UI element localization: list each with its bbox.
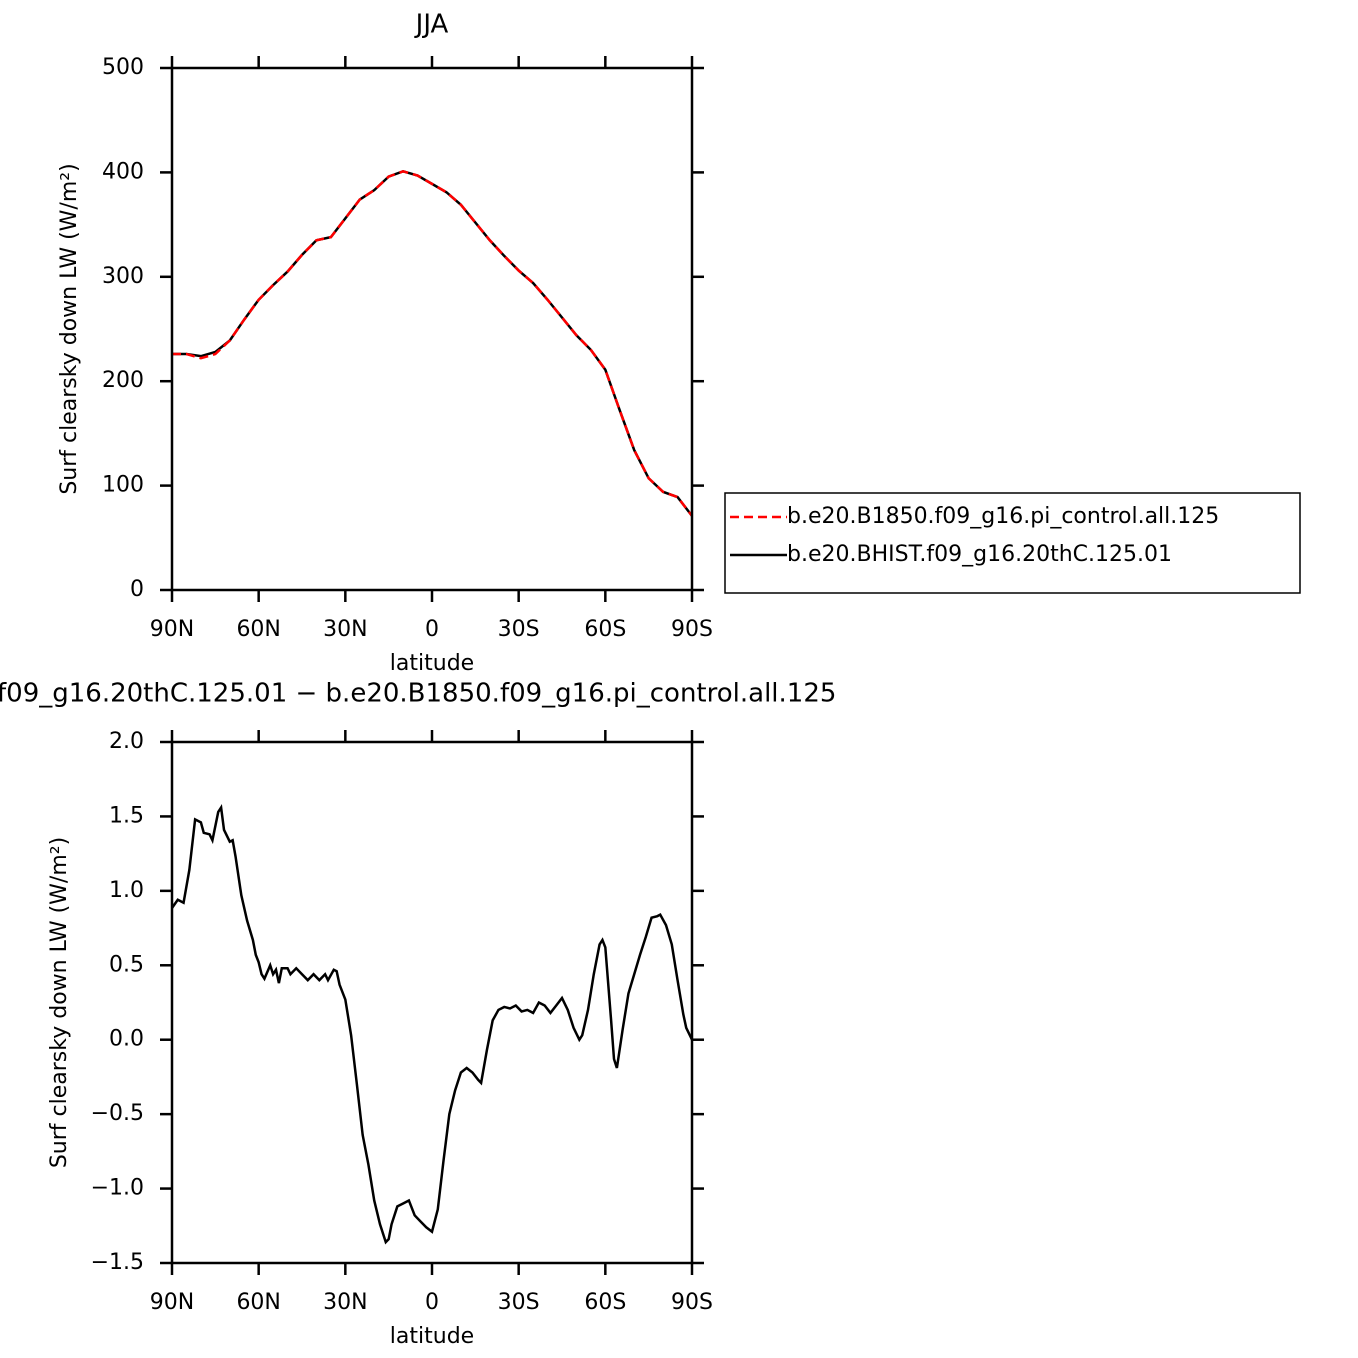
y-axis-label: Surf clearsky down LW (W/m²) [57,163,82,494]
y-tick-label: −0.5 [91,1101,144,1126]
legend-label: b.e20.B1850.f09_g16.pi_control.all.125 [787,504,1219,529]
y-tick-label: 0 [130,577,144,602]
y-tick-label: 200 [102,368,144,393]
plot-frame [170,740,694,1265]
x-tick-label: 30N [323,617,367,642]
chart-title: JJA [414,10,449,40]
x-tick-label: 90N [150,617,194,642]
y-tick-label: 500 [102,55,144,80]
x-tick-label: 90S [671,1290,713,1315]
data-line [172,170,693,517]
y-tick-label: −1.0 [91,1176,144,1201]
x-tick-label: 30S [498,617,540,642]
x-tick-label: 60S [584,617,626,642]
y-tick-label: 100 [102,473,144,498]
x-tick-label: 60S [584,1290,626,1315]
chart-title: f09_g16.20thC.125.01 − b.e20.B1850.f09_g… [0,679,836,709]
y-axis-label: Surf clearsky down LW (W/m²) [47,837,72,1168]
legend-label: b.e20.BHIST.f09_g16.20thC.125.01 [787,542,1172,567]
x-tick-label: 0 [425,617,439,642]
x-tick-label: 60N [236,1290,280,1315]
y-tick-label: 0.0 [109,1027,144,1052]
y-tick-label: 400 [102,159,144,184]
x-axis-label: latitude [390,651,474,676]
y-tick-label: 1.5 [109,803,144,828]
x-tick-label: 90N [150,1290,194,1315]
plot-frame [170,66,694,592]
y-tick-label: −1.5 [91,1250,144,1275]
data-line [170,803,694,1245]
x-tick-label: 30S [498,1290,540,1315]
legend-box [724,492,1301,594]
x-tick-label: 0 [425,1290,439,1315]
x-tick-label: 60N [236,617,280,642]
x-tick-label: 90S [671,617,713,642]
x-axis-label: latitude [390,1324,474,1349]
y-tick-label: 300 [102,264,144,289]
data-line [172,170,693,517]
x-tick-label: 30N [323,1290,367,1315]
y-tick-label: 1.0 [109,878,144,903]
y-tick-label: 0.5 [109,952,144,977]
y-tick-label: 2.0 [109,729,144,754]
